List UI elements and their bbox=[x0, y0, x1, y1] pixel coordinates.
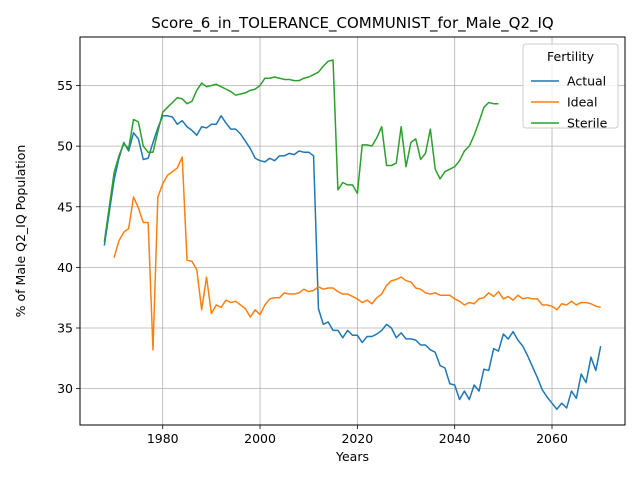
series-lines bbox=[103, 59, 602, 410]
x-tick-label: 2000 bbox=[244, 431, 276, 446]
series-line-sterile bbox=[103, 59, 499, 243]
y-tick-label: 50 bbox=[57, 139, 73, 154]
legend-label-actual: Actual bbox=[567, 74, 606, 89]
legend-box bbox=[522, 43, 619, 129]
series-line-actual bbox=[103, 115, 602, 410]
y-tick-label: 45 bbox=[57, 199, 73, 214]
x-tick-label: 2020 bbox=[341, 431, 373, 446]
series-line-ideal bbox=[113, 156, 601, 351]
legend-items: Actual Ideal Sterile bbox=[531, 74, 608, 131]
chart-title: Score_6_in_TOLERANCE_COMMUNIST_for_Male_… bbox=[151, 14, 554, 33]
x-tick-label: 2060 bbox=[536, 431, 568, 446]
y-tick-label: 55 bbox=[57, 78, 73, 93]
x-tick-label: 2040 bbox=[439, 431, 471, 446]
legend-label-sterile: Sterile bbox=[567, 116, 608, 131]
y-tick-label: 30 bbox=[57, 381, 73, 396]
x-tick-label: 1980 bbox=[147, 431, 179, 446]
y-axis-label: % of Male Q2_IQ Population bbox=[13, 145, 28, 318]
y-tick-label: 35 bbox=[57, 321, 73, 336]
legend-title: Fertility bbox=[547, 49, 595, 64]
y-tick-label: 40 bbox=[57, 260, 73, 275]
legend: Fertility Actual Ideal Sterile bbox=[522, 43, 619, 131]
legend-label-ideal: Ideal bbox=[567, 95, 597, 110]
x-axis-label: Years bbox=[335, 449, 369, 464]
axis-ticks: 1980 2000 2020 2040 2060 30 35 40 45 50 55 bbox=[57, 78, 568, 446]
plot-frame bbox=[79, 36, 626, 426]
